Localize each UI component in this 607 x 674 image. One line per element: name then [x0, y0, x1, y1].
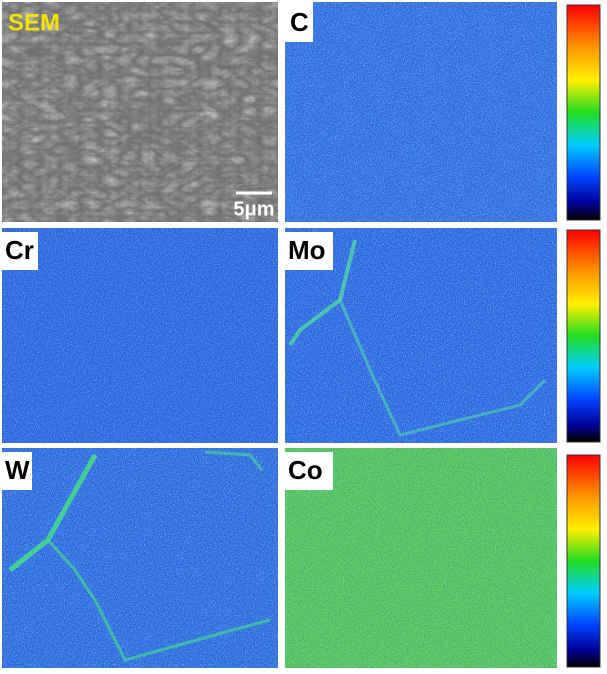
panel-label: C [290, 7, 309, 37]
co-map: Co [285, 448, 557, 668]
panel-label: Co [288, 455, 323, 485]
panel-label: SEM [8, 9, 60, 36]
panel-label: Mo [288, 235, 326, 265]
c-map: C [285, 2, 557, 222]
scale-bar-label: 5μm [233, 198, 274, 220]
sem-panel: SEM 5μm [2, 2, 278, 222]
w-map: W [2, 448, 278, 668]
panel-label: W [5, 455, 30, 485]
mo-map: Mo [285, 228, 557, 443]
panel-label: Cr [5, 235, 34, 265]
cr-map: Cr [2, 228, 278, 443]
color-bars [566, 4, 601, 668]
